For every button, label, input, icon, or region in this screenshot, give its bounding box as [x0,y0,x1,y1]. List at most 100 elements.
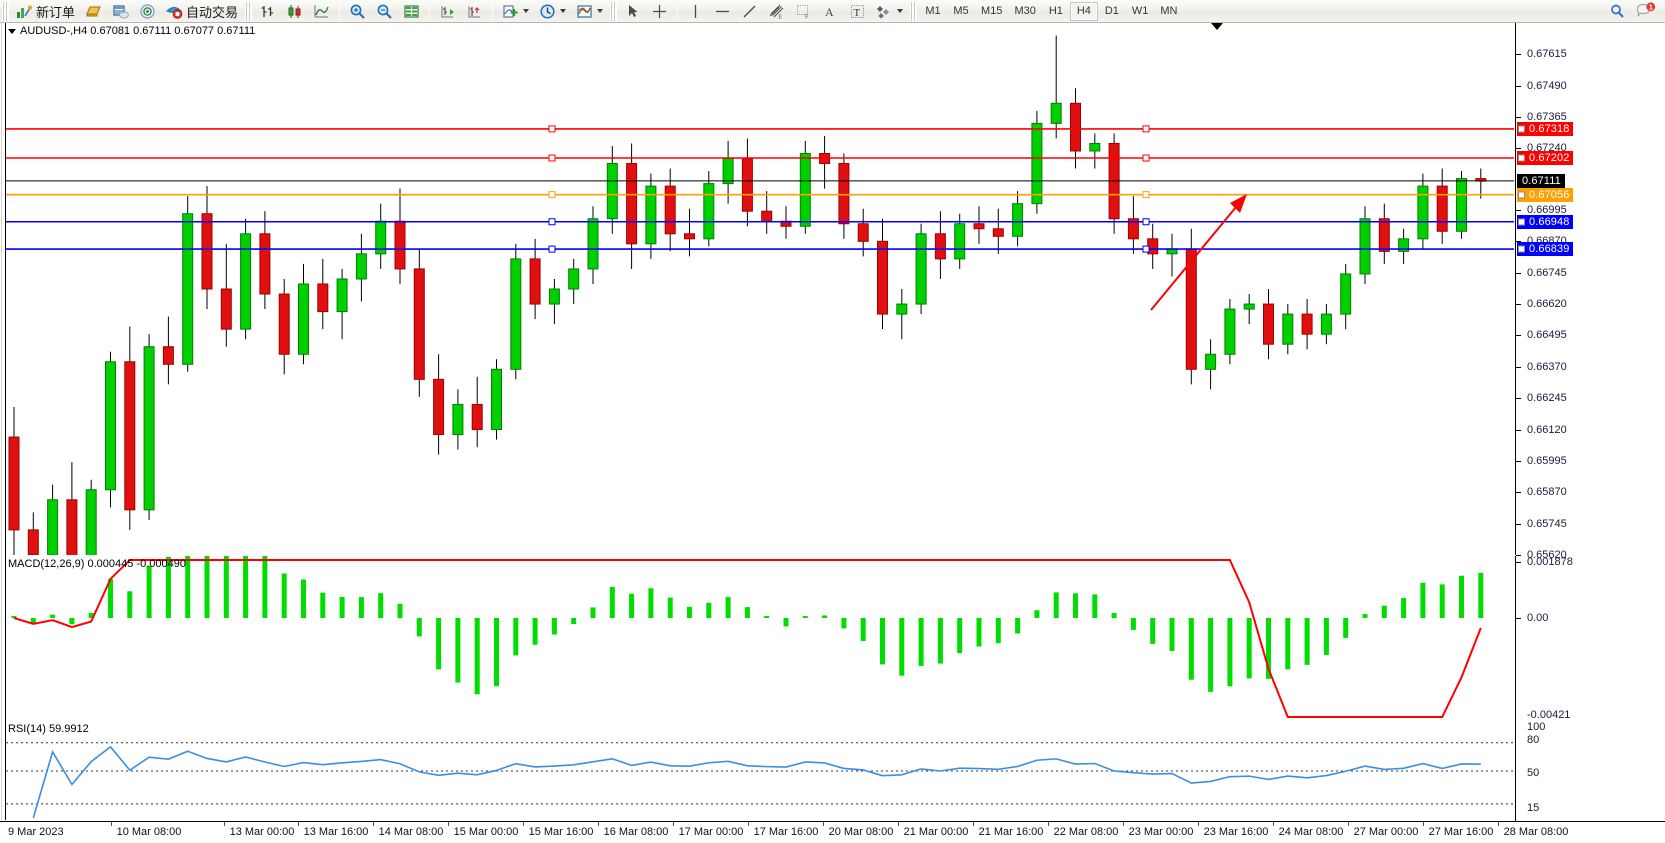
candle [568,268,580,290]
timeframe-mn[interactable]: MN [1160,5,1178,17]
candle [1456,178,1467,232]
macd-histogram-bar [802,616,808,618]
rsi-axis[interactable]: 100 80 50 15 [1515,721,1665,821]
objects-button[interactable] [871,1,908,22]
candle [1089,142,1101,152]
price-tag-value: 0.67056 [1529,188,1570,201]
indicators-button[interactable] [497,1,534,22]
folder-button[interactable] [80,1,107,22]
chart-scroll-caret[interactable] [1211,23,1223,30]
toolbar-separator-4 [677,2,679,20]
time-label-12: 21 Mar 16:00 [978,826,1044,838]
crosshair-button[interactable] [646,1,673,22]
auto-trading-button[interactable]: 自动交易 [161,1,243,22]
candle [1359,218,1371,275]
price-tag-handle[interactable] [1518,218,1525,226]
templates-dropdown-caret[interactable] [597,9,604,13]
zoom-out-button[interactable] [371,1,398,22]
macd-histogram-bar [648,588,654,618]
price-tag-resistance-2[interactable]: 0.67202 [1517,151,1574,165]
chart-area[interactable]: AUDUSD-,H4 0.67081 0.67111 0.67077 0.671… [0,23,1665,843]
timeframe-m1[interactable]: M1 [925,5,941,17]
timeframe-h4[interactable]: H4 [1069,1,1098,21]
macd-histogram-bar [1362,614,1368,618]
period-button[interactable] [534,1,571,22]
candle [954,223,966,260]
price-tick-11: 0.66245 [1516,392,1567,404]
price-tag-resistance-1[interactable]: 0.67318 [1517,121,1574,136]
toolbar-grip[interactable] [2,1,9,21]
timeframe-d1[interactable]: D1 [1104,5,1119,17]
bar-chart-button[interactable] [254,1,281,22]
horizontal-line-button[interactable] [709,1,736,22]
macd-axis[interactable]: 0.001878 0.00 -0.00421 [1515,556,1665,721]
price-level-lines[interactable] [6,23,1514,555]
time-label-13: 22 Mar 08:00 [1053,826,1119,838]
toolbar-grip-3[interactable] [610,1,618,21]
rsi-plot[interactable] [6,721,1514,820]
price-axis[interactable]: 0.676150.674900.673650.672400.669950.668… [1515,23,1665,561]
price-tag-last-price[interactable]: 0.67111 [1517,173,1565,188]
time-label-5: 15 Mar 00:00 [453,826,519,838]
macd-histogram-bar [1246,618,1252,679]
price-tag-pivot[interactable]: 0.67056 [1517,187,1574,202]
rsi-header: RSI(14) 59.9912 [8,723,89,735]
chart-shift-button[interactable] [461,1,488,22]
cursor-button[interactable] [619,1,646,22]
macd-plot[interactable] [6,556,1514,720]
auto-scroll-button[interactable] [434,1,461,22]
timeframe-w1[interactable]: W1 [1131,5,1149,17]
search-button[interactable] [1604,1,1631,22]
price-tag-handle[interactable] [1518,191,1525,199]
macd-series [11,556,1484,718]
price-tag-handle[interactable] [1518,245,1525,253]
period-dropdown-caret[interactable] [560,9,567,13]
trendline-button[interactable] [736,1,763,22]
templates-button[interactable] [571,1,608,22]
candle [1031,122,1043,205]
macd-histogram-bar [1401,598,1407,618]
chat-button[interactable]: 1 [1631,1,1665,22]
price-tag-handle[interactable] [1518,154,1525,162]
main-toolbar: 新订单 [0,0,1665,23]
price-tag-support-2[interactable]: 0.66839 [1517,242,1574,257]
timeframe-m5[interactable]: M5 [953,5,969,17]
zoom-in-icon [349,3,366,20]
toolbar-grip-2[interactable] [245,1,253,21]
chart-left-strip [0,23,6,820]
macd-histogram-bar [455,618,461,683]
price-plot[interactable] [6,23,1514,555]
indicators-dropdown-caret[interactable] [523,9,530,13]
line-chart-button[interactable] [308,1,335,22]
candlestick-chart-button[interactable] [281,1,308,22]
trend-arrow-annotation[interactable] [6,23,1514,555]
toolbar-grip-4[interactable] [910,1,918,21]
timeframe-m15[interactable]: M15 [981,5,1003,17]
data-window-button[interactable] [107,1,134,22]
grid-button[interactable] [398,1,425,22]
text-button[interactable]: A [817,1,844,22]
equidistant-channel-button[interactable]: F [790,1,817,22]
price-tick-12: 0.66120 [1516,424,1567,436]
price-tag-handle[interactable] [1518,125,1525,133]
time-axis[interactable]: 9 Mar 2023 10 Mar 08:00 13 Mar 00:00 13 Mar… [0,821,1665,843]
macd-histogram-bar [436,618,442,670]
time-label-15: 23 Mar 16:00 [1203,826,1269,838]
time-tick-16 [1273,822,1274,826]
zoom-in-button[interactable] [344,1,371,22]
new-order-button[interactable]: 新订单 [11,1,80,22]
chart-header-caret[interactable] [8,28,16,34]
timeframe-m30[interactable]: M30 [1014,5,1036,17]
candle [684,233,695,240]
auto-trading-icon [166,3,183,20]
vertical-line-button[interactable] [682,1,709,22]
cursor-icon [624,3,641,20]
time-label-2: 13 Mar 00:00 [229,826,295,838]
zoom-out-icon [376,3,393,20]
timeframe-h1[interactable]: H1 [1048,5,1063,17]
price-tag-support-1[interactable]: 0.66948 [1517,214,1574,229]
fibonacci-button[interactable]: E [763,1,790,22]
signals-button[interactable] [134,1,161,22]
text-label-button[interactable]: T [844,1,871,22]
objects-dropdown-caret[interactable] [897,9,904,13]
